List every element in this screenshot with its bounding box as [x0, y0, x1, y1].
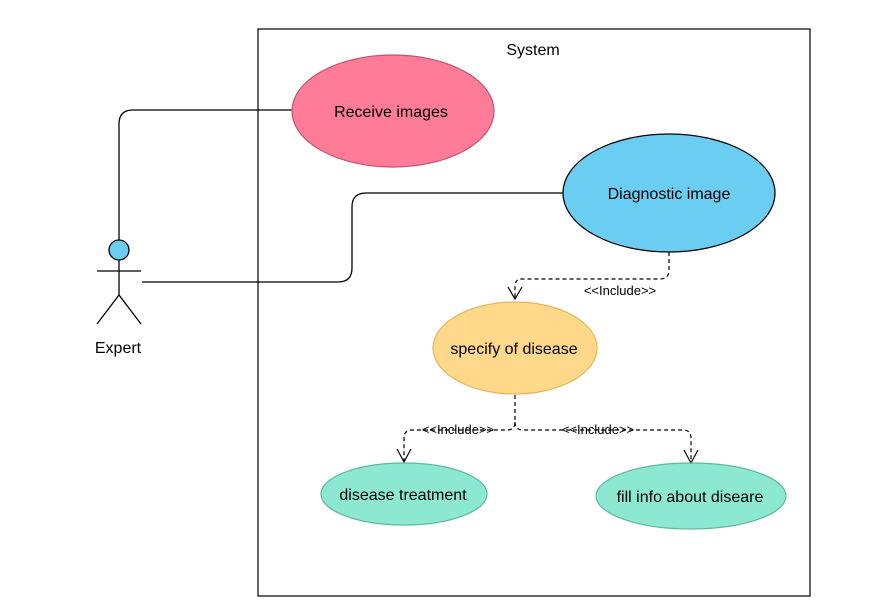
association-diagnostic-image [142, 192, 563, 283]
include-label-1: <<Include>> [584, 283, 656, 298]
actor-label: Expert [95, 340, 142, 357]
include-dependency-2 [403, 395, 516, 461]
use-case-diagnostic-image-label: Diagnostic image [608, 186, 731, 203]
include-arrowhead-2 [396, 448, 412, 464]
use-case-diagnostic-image: Diagnostic image [562, 133, 776, 253]
use-case-receive-images-shape [291, 54, 495, 168]
use-case-receive-images-label: Receive images [334, 104, 448, 121]
include-label-3: <<Include>> [562, 422, 634, 437]
include-label-2: <<Include>> [422, 422, 494, 437]
actor-left-leg [96, 294, 120, 325]
use-case-disease-treatment-label: disease treatment [339, 487, 467, 504]
use-case-fill-info-label: fill info about diseare [617, 489, 764, 506]
use-case-disease-treatment: disease treatment [320, 462, 488, 526]
include-arrowhead-1 [507, 286, 523, 301]
use-case-diagnostic-image-shape [562, 133, 776, 253]
system-label: System [506, 42, 559, 59]
use-case-specify-disease-label: specify of disease [450, 341, 577, 358]
include-dependency-1 [514, 252, 670, 298]
actor-figure [96, 239, 142, 325]
use-case-fill-info-shape [595, 462, 787, 530]
use-case-disease-treatment-shape [320, 462, 488, 526]
actor-right-leg [118, 294, 142, 325]
use-case-specify-disease: specify of disease [432, 301, 598, 395]
use-case-specify-disease-shape [432, 301, 598, 395]
use-case-fill-info: fill info about diseare [595, 462, 787, 530]
association-receive-images [118, 109, 292, 240]
include-dependency-3 [514, 421, 692, 462]
use-case-receive-images: Receive images [291, 54, 495, 168]
actor-head [108, 239, 130, 261]
